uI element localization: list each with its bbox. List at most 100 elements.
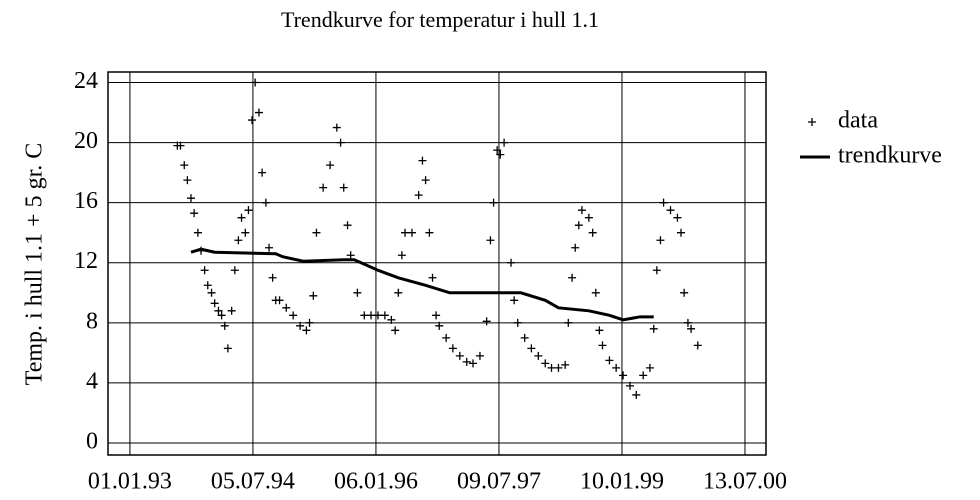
data-point xyxy=(289,311,298,320)
data-point xyxy=(296,321,305,330)
data-point xyxy=(220,321,229,330)
data-point xyxy=(612,363,621,372)
data-point xyxy=(275,296,284,305)
x-tick-label: 05.07.94 xyxy=(211,469,295,495)
data-point xyxy=(605,356,614,365)
data-point xyxy=(666,206,675,215)
data-point xyxy=(493,146,502,155)
data-point xyxy=(186,194,195,203)
y-tick-label: 4 xyxy=(86,368,98,394)
data-point xyxy=(577,206,586,215)
data-point xyxy=(435,321,444,330)
data-point xyxy=(190,209,199,218)
data-point xyxy=(547,363,556,372)
y-tick-label: 0 xyxy=(86,428,98,454)
data-point xyxy=(554,363,563,372)
data-point xyxy=(251,78,260,87)
data-point xyxy=(176,141,185,150)
data-point xyxy=(513,318,522,327)
data-point xyxy=(520,333,529,342)
data-point xyxy=(469,359,478,368)
x-tick-label: 01.01.93 xyxy=(88,469,172,495)
data-point xyxy=(510,296,519,305)
data-point xyxy=(486,236,495,245)
data-point xyxy=(230,266,239,275)
data-point xyxy=(656,236,665,245)
data-point xyxy=(574,221,583,230)
data-point xyxy=(507,258,516,267)
data-point xyxy=(319,183,328,192)
data-point xyxy=(353,288,362,297)
y-axis-label: Temp. i hull 1.1 + 5 gr. C xyxy=(22,143,48,386)
data-point xyxy=(673,213,682,222)
data-point xyxy=(391,326,400,335)
data-point xyxy=(193,228,202,237)
data-point xyxy=(339,183,348,192)
data-point xyxy=(244,206,253,215)
data-point xyxy=(305,318,314,327)
data-point xyxy=(397,251,406,260)
data-point xyxy=(598,341,607,350)
data-point xyxy=(588,228,597,237)
data-point xyxy=(541,359,550,368)
data-point xyxy=(223,344,232,353)
data-point xyxy=(241,228,250,237)
data-point xyxy=(210,299,219,308)
legend-label: trendkurve xyxy=(838,143,942,169)
data-point xyxy=(500,138,509,147)
data-point xyxy=(448,344,457,353)
data-point xyxy=(268,273,277,282)
data-point xyxy=(282,303,291,312)
data-point xyxy=(367,311,376,320)
data-point xyxy=(489,198,498,207)
plot-frame xyxy=(107,71,767,456)
data-point xyxy=(659,198,668,207)
data-point xyxy=(455,351,464,360)
x-tick-label: 09.07.97 xyxy=(457,469,541,495)
legend-label: data xyxy=(838,108,878,134)
data-point xyxy=(626,381,635,390)
data-point xyxy=(183,176,192,185)
data-point xyxy=(649,324,658,333)
data-point xyxy=(360,311,369,320)
data-point xyxy=(332,123,341,132)
data-point xyxy=(394,288,403,297)
data-point xyxy=(687,324,696,333)
y-tick-label: 16 xyxy=(74,188,98,214)
data-point xyxy=(343,221,352,230)
data-point xyxy=(639,371,648,380)
data-point xyxy=(326,161,335,170)
data-point xyxy=(432,311,441,320)
data-point xyxy=(414,191,423,200)
data-point xyxy=(683,318,692,327)
data-point xyxy=(693,341,702,350)
data-point xyxy=(652,266,661,275)
y-tick-label: 24 xyxy=(74,68,98,94)
data-point xyxy=(571,243,580,252)
x-tick-label: 10.01.99 xyxy=(580,469,664,495)
data-point xyxy=(180,161,189,170)
data-point xyxy=(214,306,223,315)
data-point xyxy=(217,311,226,320)
data-point xyxy=(561,360,570,369)
data-point xyxy=(568,273,577,282)
data-point xyxy=(425,228,434,237)
data-point xyxy=(373,311,382,320)
data-point xyxy=(380,311,389,320)
data-point xyxy=(534,351,543,360)
data-point xyxy=(677,228,686,237)
data-point xyxy=(265,243,274,252)
data-point xyxy=(237,213,246,222)
data-point xyxy=(421,176,430,185)
data-point xyxy=(564,318,573,327)
data-point xyxy=(418,156,427,165)
data-point xyxy=(207,288,216,297)
data-point xyxy=(475,351,484,360)
data-point xyxy=(680,288,689,297)
data-point xyxy=(312,228,321,237)
data-point xyxy=(248,116,257,125)
y-tick-label: 20 xyxy=(74,128,98,154)
data-point xyxy=(428,273,437,282)
data-point xyxy=(645,363,654,372)
data-point xyxy=(203,281,212,290)
